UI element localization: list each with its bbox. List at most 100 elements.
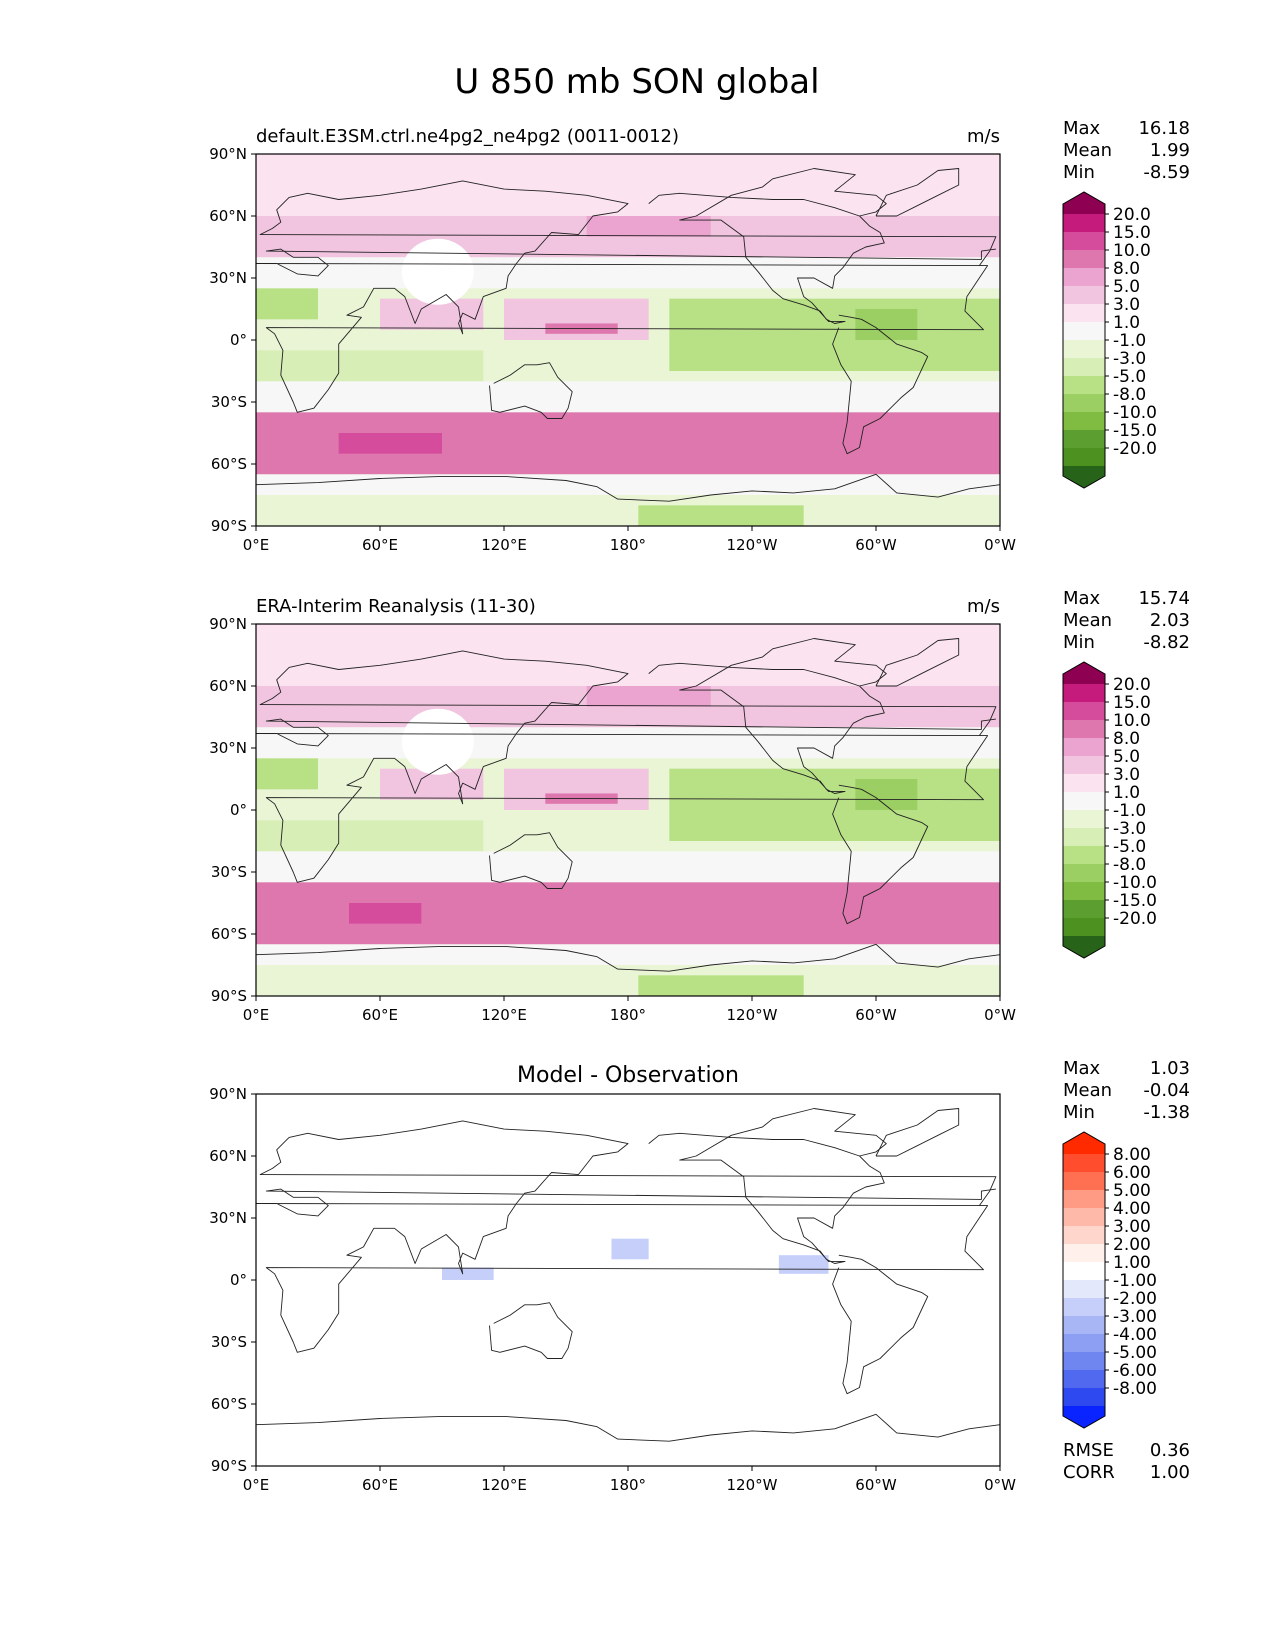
colorbar-label: -20.0 [1113, 909, 1157, 929]
x-tick-label: 0°E [243, 536, 270, 554]
coastlines [255, 638, 1001, 972]
coastline-4 [255, 473, 1001, 502]
stat-value: -0.04 [1143, 1080, 1190, 1101]
colorbar-swatch [1063, 882, 1105, 900]
panels: default.E3SM.ctrl.ne4pg2_ne4pg2 (0011-00… [209, 118, 1190, 1494]
coastline-0 [255, 180, 997, 413]
colorbar-swatch [1063, 756, 1105, 774]
missing-data-area [401, 238, 474, 305]
colorbar-swatch [1063, 430, 1105, 448]
y-tick-label: 30°S [211, 863, 247, 881]
x-tick-label: 0°W [984, 1476, 1016, 1494]
colorbar-extend-top [1063, 662, 1105, 684]
y-tick-label: 60°N [209, 1147, 247, 1165]
missing-data-area [401, 708, 474, 775]
stat-label: Max [1063, 118, 1101, 139]
field-region-8 [669, 298, 1000, 371]
colorbar-label: -10.0 [1113, 873, 1157, 893]
y-tick-label: 30°S [211, 1333, 247, 1351]
rmse-label: RMSE [1063, 1440, 1114, 1461]
x-tick-label: 60°E [362, 536, 398, 554]
x-tick-label: 60°W [855, 536, 897, 554]
y-tick-label: 90°S [211, 987, 247, 1005]
colorbar-extend-bottom [1063, 1406, 1105, 1428]
field-region-1 [442, 1267, 494, 1280]
rmse-value: 0.36 [1150, 1440, 1190, 1461]
colorbar-label: 3.00 [1113, 1217, 1151, 1237]
x-tick-label: 60°W [855, 1006, 897, 1024]
colorbar-swatch [1063, 1298, 1105, 1316]
y-tick-label: 30°N [209, 1209, 247, 1227]
colorbar-swatch [1063, 304, 1105, 322]
colorbar-label: 1.0 [1113, 313, 1140, 333]
y-tick-label: 90°S [211, 517, 247, 535]
colorbar-swatch [1063, 1154, 1105, 1172]
panel-title: ERA-Interim Reanalysis (11-30) [256, 596, 536, 617]
colorbar-swatch [1063, 394, 1105, 412]
stat-value: -1.38 [1143, 1102, 1190, 1123]
y-tick-label: 0° [230, 1271, 247, 1289]
colorbar-extend-top [1063, 192, 1105, 214]
colorbar-swatch [1063, 1262, 1105, 1280]
colorbar-label: 1.00 [1113, 1253, 1151, 1273]
coastline-0 [255, 1120, 997, 1353]
coastline-3 [489, 1302, 573, 1359]
colorbar: 20.015.010.08.05.03.01.0-1.0-3.0-5.0-8.0… [1062, 661, 1157, 959]
field-region-9 [855, 779, 918, 810]
colorbar-swatch [1063, 358, 1105, 376]
y-tick-label: 0° [230, 801, 247, 819]
colorbar-swatch [1063, 448, 1105, 466]
coastline-3 [489, 832, 573, 889]
field-region-9 [855, 309, 918, 340]
colorbar-swatch [1063, 268, 1105, 286]
colorbar-extend-bottom [1063, 466, 1105, 488]
colorbar-label: -15.0 [1113, 891, 1157, 911]
colorbar-label: 15.0 [1113, 223, 1151, 243]
colorbar-swatch [1063, 1190, 1105, 1208]
field-region-4 [256, 758, 318, 790]
colorbar-label: -1.0 [1113, 801, 1146, 821]
x-tick-label: 180° [610, 1006, 646, 1024]
stat-label: Max [1063, 588, 1101, 609]
coastline-5 [875, 638, 960, 687]
y-tick-label: 90°N [209, 1085, 247, 1103]
coastline-5 [875, 168, 960, 217]
x-tick-label: 0°W [984, 1006, 1016, 1024]
panel-difference: Model - Observation 0°E 60°E 120°E 180° 120°W… [209, 1058, 1190, 1494]
colorbar-swatch [1063, 684, 1105, 702]
field-region-2 [586, 686, 711, 707]
stat-value: 1.03 [1150, 1058, 1190, 1079]
colorbar-label: -2.00 [1113, 1289, 1157, 1309]
coastline-2 [832, 784, 929, 925]
field-region-8 [669, 768, 1000, 841]
colorbar-swatch [1063, 1316, 1105, 1334]
stat-value: -8.82 [1143, 632, 1190, 653]
colorbar-swatch [1063, 1208, 1105, 1226]
colorbar-swatch [1063, 720, 1105, 738]
field-region-2 [586, 216, 711, 237]
colorbar-swatch [1063, 702, 1105, 720]
colorbar-label: 5.0 [1113, 277, 1140, 297]
x-tick-label: 0°E [243, 1476, 270, 1494]
colorbar-swatch [1063, 1172, 1105, 1190]
panel-title: default.E3SM.ctrl.ne4pg2_ne4pg2 (0011-00… [256, 126, 679, 147]
stat-value: 2.03 [1150, 610, 1190, 631]
field-region-0 [611, 1238, 649, 1260]
x-tick-label: 120°E [481, 536, 527, 554]
colorbar-label: -3.0 [1113, 349, 1146, 369]
colorbar-outline [1062, 1131, 1106, 1429]
colorbar-label: -8.0 [1113, 385, 1146, 405]
colorbar-label: 6.00 [1113, 1163, 1151, 1183]
colorbar-swatch [1063, 412, 1105, 430]
panel-test: default.E3SM.ctrl.ne4pg2_ne4pg2 (0011-00… [209, 118, 1190, 554]
y-tick-label: 30°S [211, 393, 247, 411]
colorbar-label: 8.0 [1113, 729, 1140, 749]
colorbar-label: -5.0 [1113, 837, 1146, 857]
colorbar-outline [1062, 191, 1106, 489]
x-tick-label: 120°W [727, 1006, 778, 1024]
colorbar-swatch [1063, 918, 1105, 936]
colorbar-swatch [1063, 810, 1105, 828]
x-tick-label: 0°W [984, 536, 1016, 554]
figure-title: U 850 mb SON global [454, 62, 819, 102]
panel-units: m/s [967, 126, 1000, 147]
